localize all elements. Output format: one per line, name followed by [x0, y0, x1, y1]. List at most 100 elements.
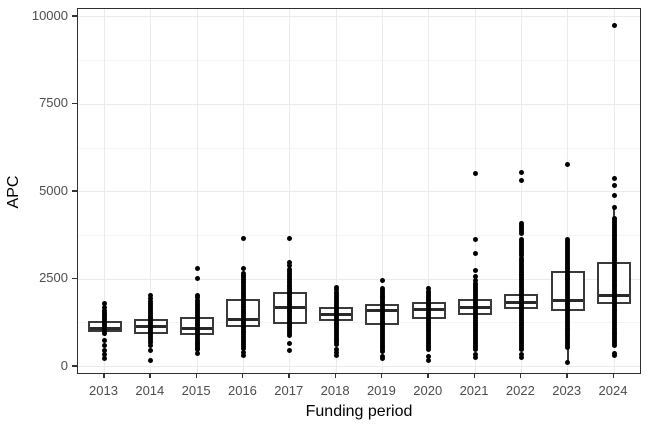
gridline-major-vertical: [381, 9, 383, 373]
outlier-point: [194, 266, 200, 272]
y-tick-label: 0: [60, 357, 68, 373]
x-tick-mark: [566, 374, 568, 378]
data-point: [148, 299, 154, 305]
data-point: [611, 216, 617, 222]
data-point: [379, 285, 385, 291]
outlier-point: [518, 178, 524, 184]
data-point: [333, 290, 339, 296]
x-tick-mark: [195, 374, 198, 378]
x-tick-label: 2016: [227, 383, 257, 398]
y-tick-mark: [72, 277, 77, 280]
gridline-major-vertical: [613, 9, 615, 373]
outlier-point: [472, 351, 478, 357]
x-tick-label: 2015: [181, 383, 211, 398]
outlier-point: [472, 267, 478, 273]
outlier-point: [611, 193, 617, 199]
data-point: [518, 256, 524, 262]
gridline-major-vertical: [104, 9, 105, 373]
gridline-major-horizontal: [78, 366, 640, 367]
x-tick-mark: [612, 374, 615, 378]
outlier-point: [240, 266, 246, 272]
y-tick-mark: [72, 15, 77, 17]
x-axis-title: Funding period: [305, 403, 413, 420]
outlier-point: [240, 352, 246, 358]
outlier-point: [287, 259, 293, 265]
gridline-major-vertical: [335, 9, 337, 373]
outlier-point: [194, 340, 200, 346]
y-tick-label: 5000: [39, 182, 68, 198]
gridline-minor-horizontal: [78, 322, 640, 324]
gridline-major-horizontal: [78, 191, 640, 193]
data-point: [565, 237, 571, 243]
outlier-point: [565, 161, 571, 167]
y-tick-label: 10000: [31, 7, 68, 23]
outlier-point: [379, 278, 385, 284]
outlier-point: [518, 354, 524, 360]
outlier-point: [102, 352, 107, 357]
plot-panel: [77, 8, 641, 374]
y-axis-title: APC: [5, 175, 22, 209]
outlier-point: [102, 301, 107, 307]
gridline-major-vertical: [289, 9, 291, 373]
data-point: [472, 281, 478, 287]
outlier-point: [379, 355, 385, 361]
outlier-point: [194, 295, 200, 301]
outlier-point: [611, 23, 617, 29]
data-point: [287, 267, 293, 273]
x-tick-label: 2014: [135, 383, 165, 398]
gridline-major-vertical: [242, 9, 244, 373]
gridline-minor-horizontal: [78, 147, 640, 149]
gridline-major-vertical: [567, 9, 569, 373]
outlier-point: [148, 343, 154, 349]
x-tick-mark: [241, 374, 244, 378]
outlier-point: [518, 169, 524, 175]
outlier-point: [611, 352, 617, 358]
gridline-major-horizontal: [78, 16, 640, 18]
gridline-major-vertical: [520, 9, 522, 373]
x-tick-mark: [288, 374, 290, 378]
y-tick-mark: [72, 365, 77, 367]
x-tick-mark: [519, 374, 522, 378]
data-point: [426, 288, 432, 294]
outlier-point: [426, 357, 432, 363]
outlier-point: [472, 237, 478, 243]
x-tick-label: 2022: [505, 383, 535, 398]
outlier-point: [565, 359, 571, 365]
data-point: [518, 237, 524, 243]
x-tick-label: 2020: [413, 383, 443, 398]
data-point: [518, 221, 524, 227]
x-tick-label: 2019: [366, 383, 396, 398]
outlier-point: [611, 176, 617, 182]
data-point: [240, 270, 246, 276]
x-tick-mark: [149, 374, 151, 378]
outlier-point: [472, 170, 478, 176]
x-tick-label: 2024: [598, 383, 628, 398]
x-tick-label: 2018: [320, 383, 350, 398]
x-tick-mark: [380, 374, 383, 378]
x-tick-mark: [473, 374, 476, 378]
data-point: [194, 298, 200, 304]
gridline-minor-horizontal: [78, 234, 640, 236]
x-tick-label: 2013: [89, 383, 118, 398]
outlier-point: [426, 286, 432, 292]
outlier-point: [194, 350, 200, 356]
x-tick-label: 2023: [552, 383, 582, 398]
gridline-minor-horizontal: [78, 60, 640, 62]
outlier-point: [426, 354, 432, 360]
outlier-point: [102, 343, 107, 349]
x-tick-label: 2017: [274, 383, 304, 398]
outlier-point: [148, 293, 154, 299]
y-tick-label: 2500: [39, 270, 68, 286]
gridline-major-vertical: [196, 9, 198, 373]
outlier-point: [102, 337, 107, 343]
gridline-major-vertical: [428, 9, 430, 373]
outlier-point: [148, 357, 154, 363]
gridline-major-horizontal: [78, 103, 640, 105]
y-tick-mark: [72, 102, 77, 105]
outlier-point: [611, 204, 617, 210]
outlier-point: [148, 296, 154, 302]
outlier-point: [240, 350, 246, 356]
y-tick-label: 7500: [39, 95, 68, 111]
outlier-point: [333, 352, 339, 358]
